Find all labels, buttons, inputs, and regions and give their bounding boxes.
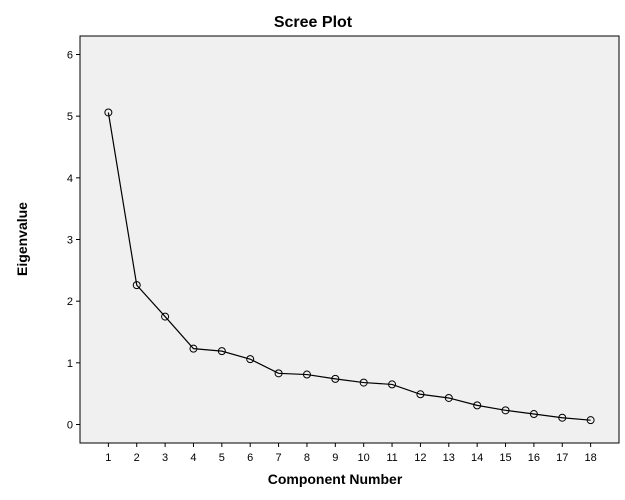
data-point-component-8: [302, 370, 311, 379]
y-axis: 0 1 2 3 4 5 6: [67, 36, 81, 443]
x-tick-label: 14: [471, 452, 483, 464]
x-tick-label: 6: [247, 452, 253, 464]
data-point-component-1: [104, 108, 113, 117]
data-point-component-6: [246, 355, 255, 364]
y-tick-label: 5: [67, 111, 73, 123]
y-tick-label: 4: [67, 173, 73, 185]
y-axis-title: Eigenvalue: [14, 202, 30, 276]
data-point-component-13: [444, 393, 453, 402]
data-point-component-3: [161, 312, 170, 321]
chart-title: Scree Plot: [274, 14, 353, 31]
data-point-component-17: [558, 413, 567, 422]
data-point-component-11: [388, 380, 397, 389]
x-tick-label: 11: [386, 452, 397, 464]
data-point-component-15: [501, 406, 510, 415]
data-point-component-5: [217, 347, 226, 356]
data-point-component-12: [416, 390, 425, 399]
data-point-component-18: [586, 416, 595, 425]
x-axis: 1 2 3 4 5 6 7 8 9 10 11 12 13 14 15 16 17 18: [80, 442, 619, 464]
data-point-component-7: [274, 369, 283, 378]
x-tick-label: 10: [358, 452, 370, 464]
x-tick-label: 8: [304, 452, 310, 464]
data-point-component-16: [529, 410, 538, 419]
plot-area: [79, 35, 620, 444]
x-tick-label: 18: [585, 452, 597, 464]
x-axis-title: Component Number: [268, 471, 403, 487]
y-tick-label: 1: [67, 358, 73, 370]
x-tick-label: 13: [443, 452, 455, 464]
x-tick-label: 9: [332, 452, 338, 464]
y-tick-label: 6: [67, 50, 73, 62]
eigenvalue-line: [107, 112, 591, 421]
eigenvalue-series: [104, 108, 595, 425]
data-point-component-14: [473, 401, 482, 410]
data-point-component-2: [132, 281, 141, 290]
x-tick-label: 2: [134, 452, 140, 464]
x-tick-label: 16: [528, 452, 540, 464]
x-tick-label: 1: [105, 452, 111, 464]
data-point-component-10: [359, 378, 368, 387]
y-tick-label: 3: [67, 235, 73, 247]
data-point-component-9: [331, 374, 340, 383]
x-tick-label: 7: [276, 452, 282, 464]
x-tick-label: 12: [414, 452, 426, 464]
x-tick-label: 5: [219, 452, 225, 464]
data-point-component-4: [189, 344, 198, 353]
x-tick-label: 3: [162, 452, 168, 464]
y-tick-label: 2: [67, 296, 73, 308]
y-tick-label: 0: [67, 420, 73, 432]
x-tick-label: 17: [556, 452, 568, 464]
x-tick-label: 4: [190, 452, 196, 464]
x-tick-label: 15: [499, 452, 511, 464]
